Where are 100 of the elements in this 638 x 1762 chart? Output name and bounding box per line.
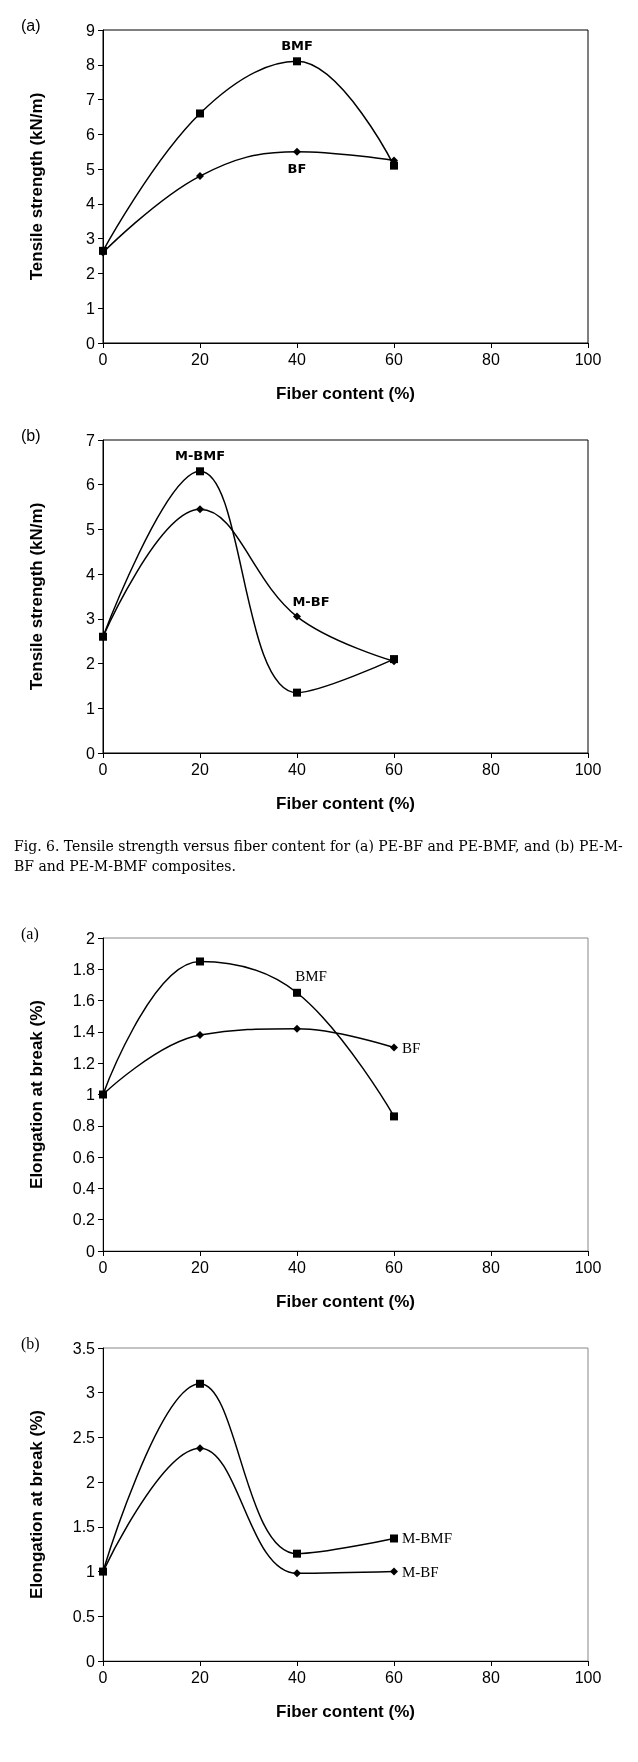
y-tick-label: 3.5 bbox=[72, 1339, 96, 1357]
x-axis-title: Fiber content (%) bbox=[276, 1702, 415, 1721]
y-tick-label: 1 bbox=[86, 699, 96, 717]
y-tick-label: 2 bbox=[86, 655, 96, 673]
x-tick-label: 40 bbox=[288, 760, 306, 778]
x-tick-label: 100 bbox=[574, 350, 602, 368]
y-tick-label: 0.5 bbox=[72, 1607, 96, 1625]
x-tick-label: 40 bbox=[288, 1668, 306, 1686]
y-tick-label: 0.2 bbox=[72, 1211, 96, 1229]
x-tick-label: 0 bbox=[98, 760, 108, 778]
point bbox=[196, 467, 204, 476]
y-tick-label: 0.4 bbox=[72, 1179, 96, 1197]
x-tick-label: 80 bbox=[482, 350, 500, 368]
caption: Fig. 6. Tensile strength versus fiber content for (a) PE-BF and PE-BMF, and (b) PE-M-BF and PE-M-BMF composites. bbox=[13, 837, 624, 876]
y-axis-title: Elongation at break (%) bbox=[27, 1000, 46, 1189]
x-tick-label: 80 bbox=[482, 1258, 500, 1276]
point bbox=[390, 1567, 398, 1576]
y-tick-label: 3 bbox=[86, 230, 96, 248]
y-tick-label: 1.6 bbox=[72, 992, 96, 1010]
y-tick-label: 0 bbox=[86, 1242, 96, 1260]
x-tick-label: 100 bbox=[574, 1258, 602, 1276]
annotation: BMF bbox=[281, 38, 313, 54]
y-tick-label: 4 bbox=[86, 565, 96, 583]
y-tick-label: 2 bbox=[86, 1473, 96, 1491]
annotation: BF bbox=[287, 160, 307, 176]
y-tick-label: 2 bbox=[86, 929, 96, 947]
x-tick-label: 40 bbox=[288, 1258, 306, 1276]
y-axis-title: Tensile strength (kN/m) bbox=[27, 92, 46, 281]
y-tick-label: 0.6 bbox=[72, 1148, 96, 1166]
point bbox=[293, 57, 301, 66]
x-tick-label: 40 bbox=[288, 350, 306, 368]
y-tick-label: 3 bbox=[86, 610, 96, 628]
y-tick-label: 4 bbox=[86, 195, 96, 213]
annotation: M-BMF bbox=[174, 448, 226, 464]
point bbox=[293, 1024, 301, 1033]
x-tick-label: 20 bbox=[191, 1668, 209, 1686]
point bbox=[293, 1569, 301, 1578]
point bbox=[293, 988, 301, 997]
y-tick-label: 5 bbox=[86, 160, 96, 178]
y-axis-title: Elongation at break (%) bbox=[27, 1410, 46, 1599]
chart-title: (a) bbox=[21, 924, 39, 943]
point bbox=[196, 109, 204, 118]
y-tick-label: 1.5 bbox=[72, 1518, 96, 1536]
y-tick-label: 2 bbox=[86, 264, 96, 282]
point bbox=[293, 1549, 301, 1558]
point bbox=[196, 505, 204, 514]
point bbox=[293, 688, 301, 697]
point bbox=[196, 1379, 204, 1388]
x-tick-label: 0 bbox=[98, 350, 108, 368]
annotation: M-BF bbox=[402, 1563, 439, 1580]
y-tick-label: 0 bbox=[86, 744, 96, 762]
x-tick-label: 100 bbox=[574, 760, 602, 778]
y-tick-label: 0.8 bbox=[72, 1117, 96, 1135]
x-axis-title: Fiber content (%) bbox=[276, 794, 415, 813]
y-tick-label: 7 bbox=[86, 431, 96, 449]
x-tick-label: 20 bbox=[191, 760, 209, 778]
x-tick-label: 80 bbox=[482, 760, 500, 778]
point bbox=[390, 1112, 398, 1121]
point bbox=[390, 161, 398, 170]
y-tick-label: 0 bbox=[86, 1652, 96, 1670]
annotation: M-BF bbox=[292, 593, 330, 609]
y-tick-label: 5 bbox=[86, 520, 96, 538]
x-tick-label: 60 bbox=[385, 350, 403, 368]
y-tick-label: 1 bbox=[86, 1563, 96, 1581]
y-tick-label: 7 bbox=[86, 91, 96, 109]
x-tick-label: 0 bbox=[98, 1668, 108, 1686]
point bbox=[196, 172, 204, 181]
y-tick-label: 9 bbox=[86, 21, 96, 39]
y-tick-label: 1.4 bbox=[72, 1023, 96, 1041]
y-tick-label: 1 bbox=[86, 1086, 96, 1103]
point bbox=[390, 1043, 398, 1052]
point bbox=[293, 147, 301, 156]
point bbox=[390, 1534, 398, 1543]
y-tick-label: 2.5 bbox=[72, 1428, 96, 1446]
y-tick-label: 6 bbox=[86, 476, 96, 494]
chart-title: (b) bbox=[21, 426, 41, 444]
y-tick-label: 8 bbox=[86, 56, 96, 74]
annotation: BF bbox=[402, 1039, 421, 1056]
x-tick-label: 0 bbox=[98, 1258, 108, 1276]
y-tick-label: 0 bbox=[86, 334, 96, 352]
chart-title: (a) bbox=[21, 16, 41, 34]
x-tick-label: 80 bbox=[482, 1668, 500, 1686]
y-tick-label: 1.8 bbox=[72, 960, 96, 978]
annotation: BMF bbox=[295, 968, 327, 985]
x-tick-label: 60 bbox=[385, 1668, 403, 1686]
x-tick-label: 20 bbox=[191, 1258, 209, 1276]
x-tick-label: 60 bbox=[385, 760, 403, 778]
y-tick-label: 6 bbox=[86, 125, 96, 143]
y-tick-label: 3 bbox=[86, 1384, 96, 1402]
point bbox=[196, 1444, 204, 1453]
annotation: M-BMF bbox=[402, 1530, 453, 1547]
y-tick-label: 1.2 bbox=[72, 1054, 96, 1072]
x-axis-title: Fiber content (%) bbox=[276, 1292, 415, 1311]
x-tick-label: 60 bbox=[385, 1258, 403, 1276]
x-tick-label: 100 bbox=[574, 1668, 602, 1686]
point bbox=[196, 1031, 204, 1040]
y-tick-label: 1 bbox=[86, 299, 96, 317]
x-tick-label: 20 bbox=[191, 350, 209, 368]
x-axis-title: Fiber content (%) bbox=[276, 384, 415, 403]
point bbox=[196, 957, 204, 966]
